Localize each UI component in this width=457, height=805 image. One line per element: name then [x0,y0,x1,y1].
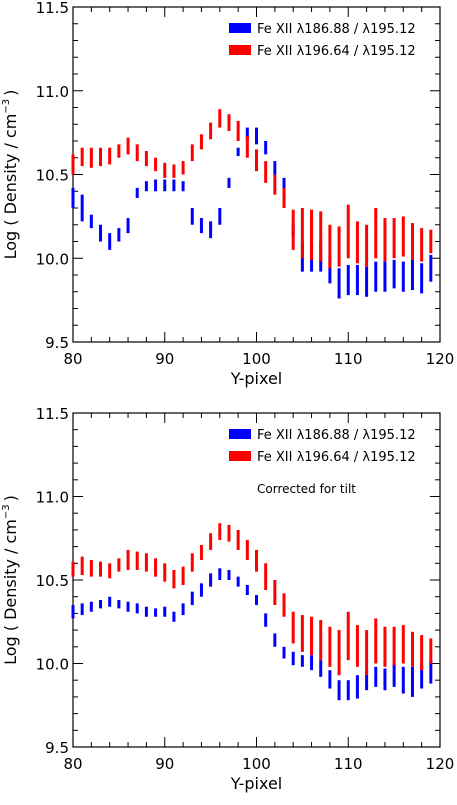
x-tick-label: 100 [242,755,271,773]
y-axis-label-text: Log ( Density / cm [1,114,20,260]
x-tick-label: 80 [63,350,82,368]
y-tick-label: 11.0 [36,489,69,507]
y-axis-label-close: ) [1,495,20,501]
y-axis-label-exponent: −3 [1,504,12,519]
y-tick-label: 11.5 [36,405,69,423]
y-axis-label-text: Log ( Density / cm [1,519,20,665]
series-1 [71,568,433,701]
y-tick-label: 11.5 [36,0,69,17]
y-tick-label: 9.5 [45,334,69,352]
series-2 [71,523,433,676]
x-tick-label: 100 [242,350,271,368]
legend-entry: Fe XII λ196.64 / λ195.12 [257,450,416,465]
legend-swatch [229,45,251,55]
chart-panel-1: 80 90 100 110 120 9.5 10.0 10.5 11.0 11.5 Y-pixel L… [1,0,454,388]
x-tick-label: 120 [426,755,455,773]
y-axis-label-exponent: −3 [1,99,12,114]
series-2 [71,109,433,269]
legend-entry: Fe XII λ186.88 / λ195.12 [257,22,416,37]
legend-entry: Fe XII λ196.64 / λ195.12 [257,44,416,59]
y-axis-label: Log ( Density / cm−3) [1,495,20,665]
chart-panel-2: 80 90 100 110 120 9.5 10.0 10.5 11.0 11.5 Y-pixel L… [1,405,454,793]
y-tick-label: 10.0 [36,250,69,268]
y-tick-label: 11.0 [36,83,69,101]
legend-entry: Fe XII λ186.88 / λ195.12 [257,428,416,443]
annotation-text: Corrected for tilt [257,482,356,496]
x-tick-label: 80 [63,755,82,773]
y-axis-label-close: ) [1,90,20,96]
y-tick-label: 10.5 [36,572,69,590]
x-tick-label: 110 [334,350,363,368]
x-tick-label: 90 [155,755,174,773]
y-tick-label: 10.0 [36,656,69,674]
legend-swatch [229,451,251,461]
x-axis-label: Y-pixel [230,774,283,793]
x-tick-label: 90 [155,350,174,368]
x-tick-label: 110 [334,755,363,773]
y-axis-label: Log ( Density / cm−3) [1,90,20,260]
y-tick-label: 10.5 [36,167,69,185]
x-tick-label: 120 [426,350,455,368]
legend-swatch [229,23,251,33]
x-axis-label: Y-pixel [230,369,283,388]
y-tick-label: 9.5 [45,739,69,757]
legend-swatch [229,429,251,439]
